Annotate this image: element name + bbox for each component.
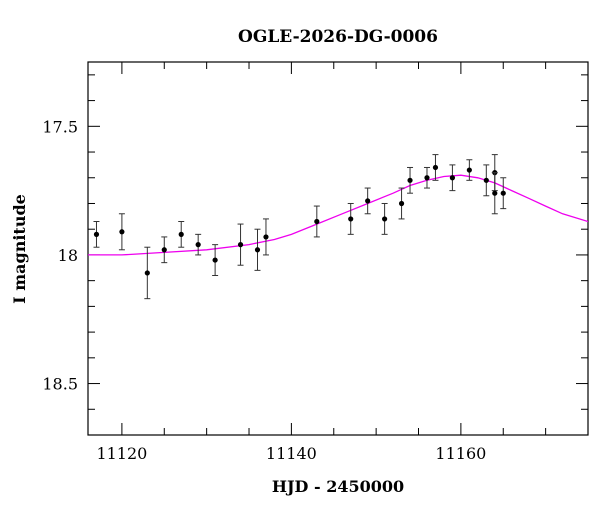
data-marker [382, 216, 388, 222]
data-point [237, 223, 244, 266]
data-marker [237, 242, 244, 248]
data-marker [195, 242, 201, 248]
data-marker [93, 231, 100, 237]
x-tick-label: 11160 [435, 444, 486, 463]
data-point [398, 187, 405, 220]
data-marker [254, 247, 261, 253]
data-marker [500, 190, 506, 196]
data-point [178, 220, 185, 248]
data-marker [449, 175, 456, 181]
data-point [118, 213, 125, 251]
model-curve-group [88, 174, 588, 256]
y-tick-label: 18 [58, 246, 78, 265]
data-marker [398, 200, 405, 207]
data-point [500, 177, 507, 210]
data-point [491, 172, 498, 215]
data-marker [424, 175, 430, 181]
data-marker [492, 190, 498, 196]
y-tick-label: 17.5 [42, 117, 78, 136]
data-marker [161, 247, 167, 253]
data-marker [178, 231, 184, 237]
data-point [381, 202, 388, 235]
data-marker [466, 167, 472, 173]
data-marker [212, 257, 218, 263]
y-axis-label: I magnitude [10, 194, 29, 304]
x-tick-label: 11140 [266, 444, 317, 463]
model-curve-line [88, 174, 588, 256]
plot-frame [87, 61, 589, 436]
data-point [423, 166, 430, 189]
data-point [161, 236, 168, 264]
data-marker [407, 177, 413, 183]
data-point [254, 228, 261, 271]
x-ticks-group: 11120 11140 11160 [96, 62, 589, 463]
data-point [347, 202, 354, 235]
data-point [483, 164, 490, 197]
data-point [195, 233, 202, 256]
data-marker [348, 216, 354, 222]
data-point [93, 220, 100, 248]
data-point [466, 159, 473, 181]
data-point [144, 246, 151, 300]
y-ticks-group: 17.5 18 18.5 [42, 74, 588, 436]
data-point [449, 164, 456, 192]
chart-title: OGLE-2026-DG-0006 [238, 27, 438, 47]
data-marker [432, 164, 439, 171]
x-tick-label: 11120 [96, 444, 147, 463]
data-marker [119, 229, 125, 235]
data-points-group [93, 154, 507, 300]
data-point [262, 218, 269, 256]
data-marker [144, 270, 150, 276]
x-axis-label: HJD - 2450000 [272, 477, 404, 496]
data-marker [263, 234, 269, 240]
data-point [313, 205, 320, 238]
y-tick-label: 18.5 [42, 375, 78, 394]
data-point [432, 154, 439, 181]
data-point [364, 187, 371, 215]
data-marker [365, 198, 371, 204]
data-point [407, 166, 414, 194]
data-marker [314, 218, 320, 225]
data-marker [483, 177, 489, 183]
data-point [212, 244, 219, 277]
